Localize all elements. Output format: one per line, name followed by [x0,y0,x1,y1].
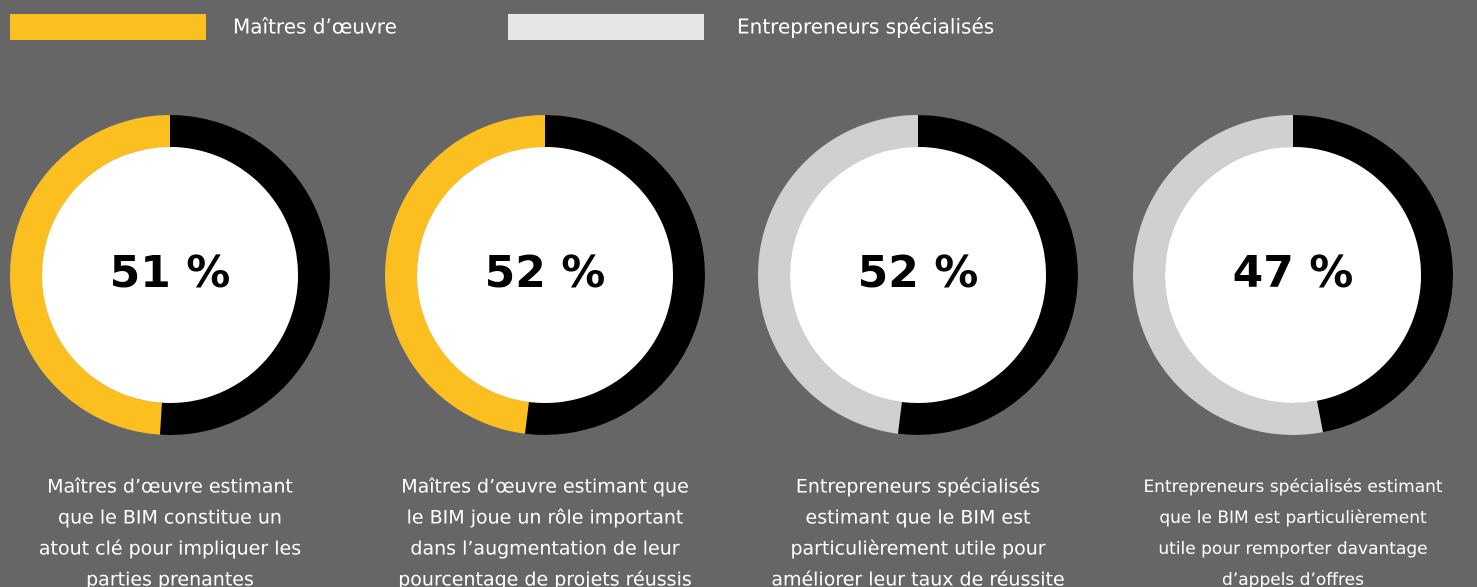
legend-swatch [10,14,206,40]
legend-label: Entrepreneurs spécialisés [737,15,994,39]
donut-arc [897,115,1078,435]
donut-arc [524,115,705,435]
caption-line: d’appels d’offres [1222,570,1364,587]
donut-arc [159,115,330,435]
percent-label: 52 % [858,247,979,298]
caption-line: Entrepreneurs spécialisés [796,476,1040,498]
caption-line: que le BIM constitue un [58,507,282,529]
donut-hole [417,147,673,403]
caption-line: Entrepreneurs spécialisés estimant [1143,477,1442,497]
caption-line: Maîtres d’œuvre estimant que [401,476,689,498]
donut-hole [1165,147,1421,403]
legend-swatch [508,14,704,40]
donut-arc [1292,115,1453,433]
legend-label: Maîtres d’œuvre [233,15,397,39]
caption-line: le BIM joue un rôle important [407,507,684,529]
donut-hole [790,147,1046,403]
caption-line: améliorer leur taux de réussite [771,569,1064,587]
donut-hole [42,147,298,403]
percent-label: 51 % [110,247,231,298]
caption-line: parties prenantes [86,569,254,587]
caption-line: atout clé pour impliquer les [39,538,301,560]
caption-line: Maîtres d’œuvre estimant [47,476,293,498]
percent-label: 47 % [1233,247,1354,298]
caption-line: que le BIM est particulièrement [1159,508,1427,528]
caption-line: pourcentage de projets réussis [398,569,692,587]
percent-label: 52 % [485,247,606,298]
caption-line: utile pour remporter davantage [1158,539,1427,559]
caption-line: dans l’augmentation de leur [410,538,679,560]
caption-line: estimant que le BIM est [806,507,1031,529]
caption-line: particulièrement utile pour [790,538,1045,560]
